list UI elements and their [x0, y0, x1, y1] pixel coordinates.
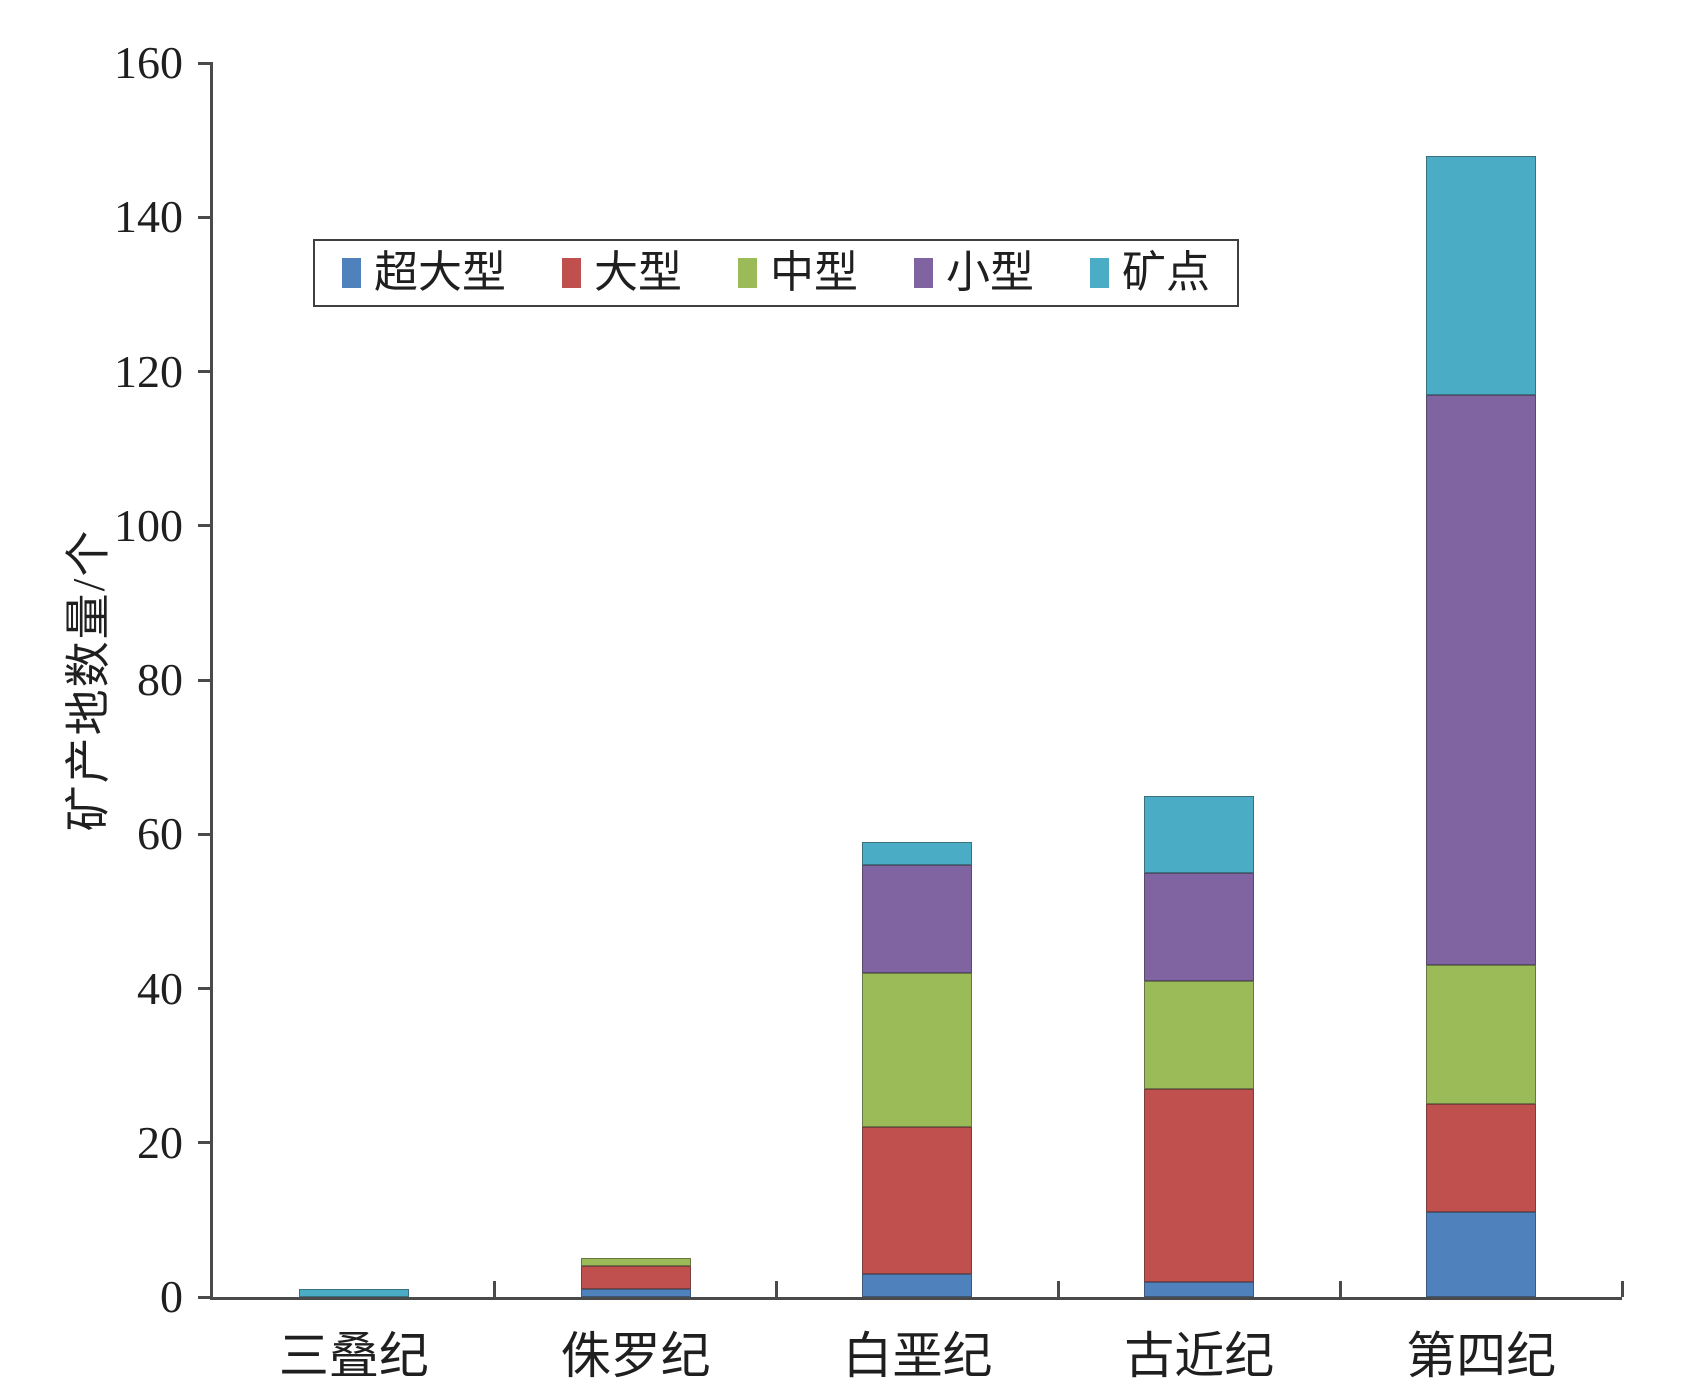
y-axis-tick	[198, 215, 213, 219]
y-axis-tick-label: 0	[160, 1271, 183, 1322]
bar-slot: 白垩纪	[777, 63, 1059, 1381]
bar-segment-medium	[1144, 980, 1255, 1089]
bar-segment-large	[580, 1266, 691, 1290]
legend-swatch-medium-icon	[738, 258, 757, 288]
y-axis-tick	[198, 1295, 213, 1299]
x-axis-tick	[1338, 1281, 1342, 1297]
x-axis-category-label: 第四纪	[1406, 1328, 1557, 1384]
bar-segment-large	[1426, 1104, 1537, 1213]
legend-swatch-small-icon	[914, 258, 933, 288]
bar-slot: 三叠纪	[213, 63, 495, 1381]
legend-swatch-ore-point-icon	[1090, 258, 1109, 288]
y-axis-tick	[198, 524, 213, 528]
y-axis-tick	[198, 832, 213, 836]
legend-item-small: 小型	[914, 251, 1034, 295]
legend-item-medium: 中型	[738, 251, 858, 295]
y-axis-tick-label: 100	[114, 499, 183, 551]
x-axis-tick	[1620, 1281, 1624, 1297]
y-axis-tick	[198, 370, 213, 373]
legend-item-label: 超大型	[374, 248, 506, 297]
bar-segment-medium	[1426, 965, 1537, 1105]
y-axis-tick-label: 80	[137, 654, 183, 705]
y-axis-tick-label: 20	[137, 1116, 183, 1168]
x-axis-category-label: 白垩纪	[842, 1328, 993, 1384]
y-axis-tick-label: 140	[114, 191, 183, 243]
bar-segment-ore-point	[1426, 155, 1537, 395]
bar-segment-ore-point	[298, 1289, 409, 1297]
bar-segment-ore-point	[862, 841, 973, 866]
x-axis-category-label: 古近纪	[1124, 1328, 1275, 1384]
x-axis-tick	[493, 1281, 497, 1297]
legend-swatch-large-icon	[562, 258, 581, 288]
y-axis-tick	[198, 61, 213, 65]
bar-slot: 古近纪	[1058, 63, 1340, 1381]
bar-segment-small	[862, 865, 973, 974]
x-axis-category-label: 三叠纪	[278, 1328, 429, 1384]
bar-segment-super-large	[1426, 1212, 1537, 1297]
legend-item-ore-point: 矿点	[1090, 251, 1210, 295]
x-axis-tick	[775, 1281, 779, 1297]
y-axis-tick	[198, 1141, 213, 1145]
bar-segment-small	[1144, 872, 1255, 981]
bar-segment-super-large	[580, 1289, 691, 1297]
bar-segment-large	[1144, 1088, 1255, 1282]
legend-item-label: 大型	[594, 248, 682, 297]
bar-segment-super-large	[1144, 1281, 1255, 1297]
legend-item-label: 中型	[770, 248, 858, 297]
y-axis-tick-label: 60	[137, 808, 183, 860]
y-axis-tick-label: 120	[114, 345, 183, 397]
y-axis-tick	[198, 678, 213, 682]
legend: 超大型 大型 中型 小型 矿点	[313, 239, 1239, 307]
legend-item-label: 矿点	[1122, 248, 1210, 297]
bar-segment-large	[862, 1127, 973, 1274]
bar-slot: 侏罗纪	[495, 63, 777, 1381]
y-axis-tick	[198, 987, 213, 990]
x-axis-tick	[1056, 1281, 1060, 1297]
plot-area: 0 20 40 60 80 100 120 140 160 三叠纪 侏罗纪 白垩纪 古近纪 第四纪	[114, 40, 1624, 1381]
legend-item-label: 小型	[946, 248, 1034, 297]
bar-slot: 第四纪	[1340, 63, 1622, 1381]
bar-segment-ore-point	[1144, 795, 1255, 873]
x-axis-category-label: 侏罗纪	[560, 1328, 711, 1384]
bar-segment-medium	[862, 973, 973, 1128]
legend-item-large: 大型	[562, 251, 682, 295]
bar-segment-super-large	[862, 1273, 973, 1297]
legend-swatch-super-large-icon	[342, 258, 361, 288]
bar-segment-small	[1426, 394, 1537, 966]
bar-segment-medium	[580, 1258, 691, 1267]
y-axis-tick-label: 160	[114, 37, 183, 88]
legend-item-super-large: 超大型	[342, 251, 506, 295]
y-axis-tick-label: 40	[137, 962, 183, 1014]
y-axis-title: 矿产地数量/个	[63, 528, 114, 832]
